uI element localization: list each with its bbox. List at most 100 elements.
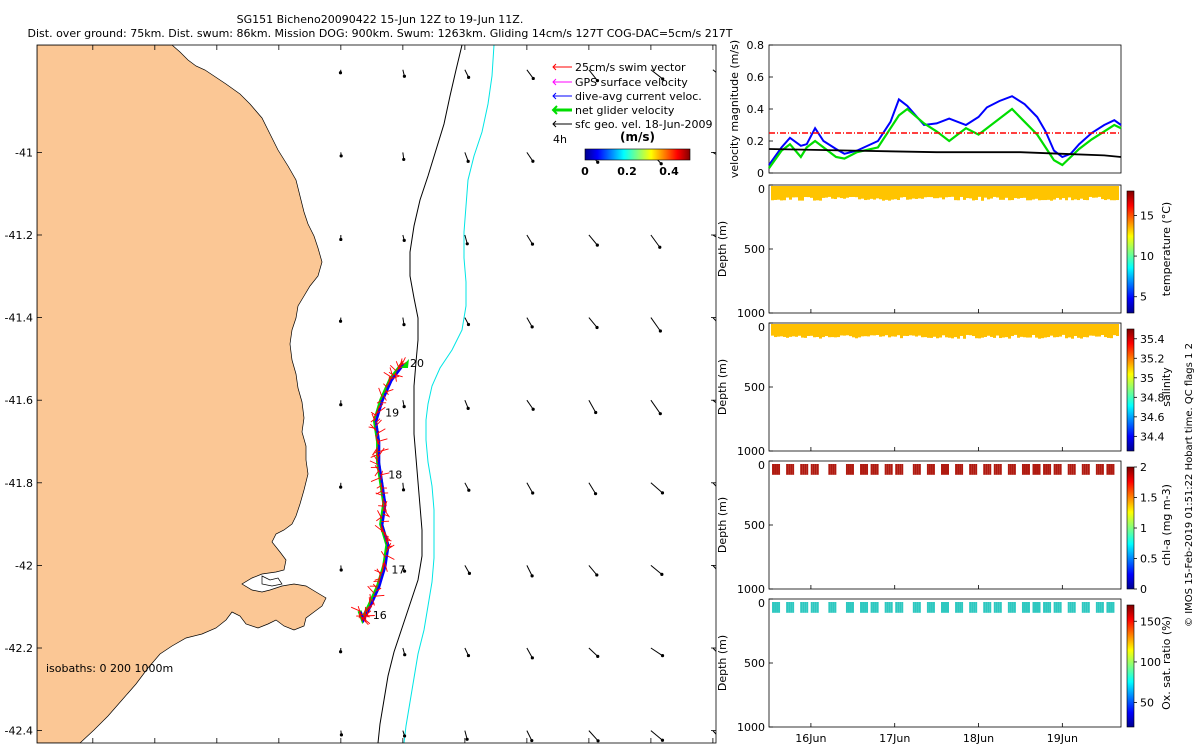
- depth-data-cell: [951, 324, 954, 339]
- depth-data-cell: [847, 602, 850, 613]
- swim-vector: [375, 418, 381, 424]
- sfc-geo-vector-head: [467, 488, 471, 492]
- depth-data-cell: [1013, 464, 1016, 475]
- depth-data-cell: [918, 602, 921, 613]
- depth-data-cell: [1062, 186, 1065, 199]
- swim-vector: [384, 389, 394, 393]
- depth-ytick-label: 500: [744, 243, 765, 256]
- colorbar-tick-label: 35: [1140, 372, 1154, 385]
- depth-data-cell: [879, 186, 882, 200]
- swim-vector: [399, 358, 403, 368]
- swim-vector: [384, 536, 391, 541]
- depth-ylabel: Depth (m): [716, 221, 729, 277]
- swim-vector: [381, 498, 384, 508]
- depth-ytick-label: 0: [758, 183, 765, 196]
- depth-data-cell: [866, 602, 869, 613]
- depth-data-cell: [798, 324, 801, 336]
- depth-data-cell: [874, 602, 877, 613]
- swim-vector: [377, 447, 385, 458]
- depth-data-cell: [1053, 464, 1056, 475]
- sfc-geo-vector-head: [531, 407, 535, 411]
- depth-data-cell: [810, 464, 813, 475]
- colorbar-tick-label: 0: [1140, 583, 1147, 596]
- depth-data-cell: [866, 464, 869, 475]
- depth-data-cell: [1029, 186, 1032, 201]
- colorbar-tick-label: 2: [1140, 461, 1147, 474]
- depth-data-cell: [930, 186, 933, 198]
- sfc-geo-vector-head: [402, 238, 406, 242]
- swim-vector: [384, 562, 388, 572]
- depth-data-cell: [888, 324, 891, 338]
- time-tick-label: 19Jun: [1047, 732, 1078, 745]
- swim-vector: [368, 426, 377, 430]
- depth-data-cell: [795, 324, 798, 337]
- depth-data-cell: [973, 602, 976, 613]
- sfc-geo-vector-head: [402, 74, 407, 78]
- depth-data-cell: [1032, 602, 1035, 613]
- depth-colorbar: [1126, 190, 1135, 314]
- colorbar-tick-label: 34.4: [1140, 430, 1165, 443]
- sfc-geo-vector: [650, 317, 661, 332]
- depth-data-cell: [933, 186, 936, 199]
- swim-vector: [367, 585, 375, 595]
- depth-data-cell: [928, 602, 931, 613]
- depth-data-cell: [882, 186, 885, 201]
- depth-data-cell: [801, 324, 804, 338]
- swim-vector: [385, 539, 392, 542]
- depth-data-cell: [864, 186, 867, 201]
- depth-data-cell: [993, 324, 996, 338]
- sfc-geo-vector-head: [402, 734, 407, 738]
- depth-data-cell: [1074, 186, 1077, 200]
- depth-data-cell: [834, 464, 837, 475]
- depth-data-cell: [849, 602, 852, 613]
- track-day-labels: 16 17 18 19 20: [373, 357, 424, 622]
- depth-data-cell: [1059, 602, 1062, 613]
- sfc-geo-vector-head: [339, 733, 344, 737]
- sfc-geo-vector: [712, 482, 716, 487]
- depth-data-cell: [837, 324, 840, 338]
- swim-vector: [383, 394, 387, 401]
- sfc-geo-vector-head: [339, 154, 343, 158]
- depth-data-cell: [1071, 324, 1074, 339]
- depth-data-cell: [961, 602, 964, 613]
- depth-data-cell: [1077, 186, 1080, 201]
- depth-data-cell: [906, 186, 909, 200]
- depth-ytick-label: 1000: [737, 583, 765, 596]
- swim-vector: [391, 375, 400, 379]
- depth-data-cell: [845, 464, 848, 475]
- sfc-geo-vector: [650, 234, 661, 248]
- depth-ytick-label: 500: [744, 519, 765, 532]
- sfc-geo-vector: [650, 647, 663, 657]
- depth-data-cell: [1085, 602, 1088, 613]
- swim-vector: [375, 419, 382, 427]
- depth-data-cell: [1101, 602, 1104, 613]
- depth-data-cell: [1097, 464, 1100, 475]
- map-longitude-ticks: 147.6 147.8 148 148.2 148.4 148.6 148.8 149 149.…: [77, 45, 729, 750]
- swim-vector: [377, 448, 389, 453]
- lat-tick-label: -41.4: [5, 312, 33, 325]
- swim-vector: [383, 372, 393, 378]
- depth-data-cell: [987, 602, 990, 613]
- colorbar-label: chl-a (mg m-3): [1160, 484, 1173, 566]
- track-day-label: 18: [388, 469, 402, 482]
- sfc-geo-vector-head: [596, 160, 600, 164]
- depth-data-cell: [895, 464, 898, 475]
- depth-panel: 0 500 1000 Depth (m) 34.4 34.6 34.8 35 35.2 35.4 s…: [716, 321, 1173, 458]
- depth-data-cell: [807, 186, 810, 198]
- depth-data-cell: [792, 464, 795, 475]
- legend-net-glider-velocity: net glider velocity: [575, 104, 675, 117]
- depth-data-cell: [804, 324, 807, 338]
- depth-data-cell: [897, 324, 900, 336]
- colorbar-tick-label: 100: [1140, 656, 1161, 669]
- swim-vector: [385, 379, 391, 388]
- swim-vector: [375, 405, 381, 416]
- velocity-ylabel: velocity magnitude (m/s): [728, 40, 741, 178]
- depth-data-cell: [1113, 324, 1116, 336]
- sfc-geo-vector-head: [402, 323, 406, 327]
- depth-data-cell: [1002, 324, 1005, 338]
- sfc-geo-vector: [588, 69, 598, 81]
- depth-data-cell: [837, 186, 840, 198]
- depth-data-cell: [985, 464, 988, 475]
- depth-data-cell: [777, 186, 780, 200]
